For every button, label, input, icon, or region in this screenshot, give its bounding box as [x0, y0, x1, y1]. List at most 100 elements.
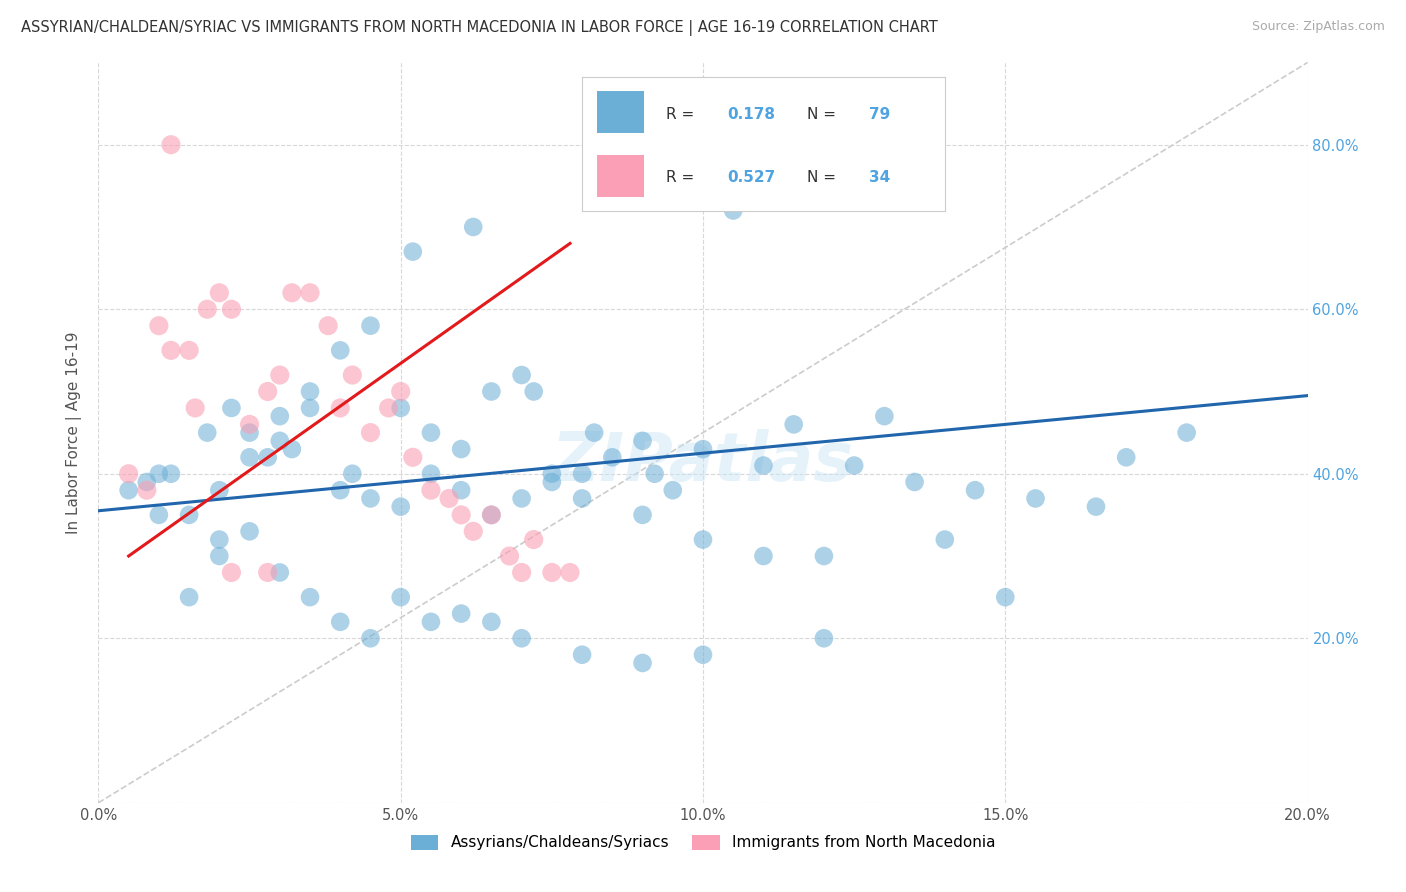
Point: [179, 508, 201, 522]
Point: [377, 401, 399, 415]
Text: Source: ZipAtlas.com: Source: ZipAtlas.com: [1251, 20, 1385, 33]
Point: [239, 425, 262, 440]
Point: [389, 590, 412, 604]
Legend: Assyrians/Chaldeans/Syriacs, Immigrants from North Macedonia: Assyrians/Chaldeans/Syriacs, Immigrants …: [404, 827, 1002, 858]
Point: [299, 401, 322, 415]
Point: [160, 137, 183, 152]
Point: [481, 615, 503, 629]
Point: [450, 483, 472, 498]
Point: [402, 244, 425, 259]
Point: [148, 508, 170, 522]
Point: [195, 302, 218, 317]
Point: [179, 590, 201, 604]
Point: [783, 417, 806, 432]
Point: [540, 467, 562, 481]
Point: [148, 467, 170, 481]
Point: [148, 318, 170, 333]
Point: [118, 483, 141, 498]
Point: [498, 549, 520, 563]
Point: [184, 401, 207, 415]
Text: ZIPatlas: ZIPatlas: [553, 429, 853, 495]
Point: [692, 533, 714, 547]
Point: [281, 442, 304, 456]
Point: [965, 483, 987, 498]
Point: [583, 425, 606, 440]
Point: [118, 467, 141, 481]
Point: [342, 368, 364, 382]
Point: [299, 285, 322, 300]
Point: [752, 458, 775, 473]
Point: [873, 409, 896, 424]
Point: [904, 475, 927, 489]
Point: [221, 401, 243, 415]
Point: [510, 491, 533, 506]
Point: [239, 524, 262, 539]
Point: [813, 632, 835, 646]
Point: [571, 491, 593, 506]
Point: [360, 632, 382, 646]
Point: [571, 648, 593, 662]
Point: [450, 442, 472, 456]
Point: [631, 508, 654, 522]
Point: [523, 533, 546, 547]
Point: [540, 475, 562, 489]
Point: [510, 632, 533, 646]
Point: [450, 508, 472, 522]
Point: [481, 508, 503, 522]
Point: [342, 467, 364, 481]
Point: [420, 425, 443, 440]
Point: [692, 648, 714, 662]
Point: [256, 384, 278, 399]
Point: [540, 566, 562, 580]
Point: [510, 566, 533, 580]
Point: [523, 384, 546, 399]
Point: [360, 425, 382, 440]
Point: [510, 368, 533, 382]
Point: [195, 425, 218, 440]
Point: [463, 219, 485, 234]
Point: [994, 590, 1017, 604]
Point: [160, 343, 183, 358]
Point: [631, 656, 654, 670]
Point: [437, 491, 460, 506]
Point: [1175, 425, 1198, 440]
Point: [299, 590, 322, 604]
Point: [208, 483, 231, 498]
Point: [661, 483, 683, 498]
Point: [269, 409, 291, 424]
Point: [558, 566, 581, 580]
Point: [752, 549, 775, 563]
Point: [256, 566, 278, 580]
Point: [481, 384, 503, 399]
Point: [239, 450, 262, 465]
Point: [329, 483, 352, 498]
Point: [269, 368, 291, 382]
Point: [934, 533, 956, 547]
Text: ASSYRIAN/CHALDEAN/SYRIAC VS IMMIGRANTS FROM NORTH MACEDONIA IN LABOR FORCE | AGE: ASSYRIAN/CHALDEAN/SYRIAC VS IMMIGRANTS F…: [21, 20, 938, 36]
Point: [256, 450, 278, 465]
Point: [1024, 491, 1046, 506]
Point: [135, 483, 157, 498]
Point: [221, 302, 243, 317]
Point: [463, 524, 485, 539]
Point: [329, 615, 352, 629]
Point: [692, 442, 714, 456]
Point: [269, 434, 291, 448]
Point: [1085, 500, 1108, 514]
Point: [389, 401, 412, 415]
Y-axis label: In Labor Force | Age 16-19: In Labor Force | Age 16-19: [66, 331, 83, 534]
Point: [481, 508, 503, 522]
Point: [813, 549, 835, 563]
Point: [208, 549, 231, 563]
Point: [450, 607, 472, 621]
Point: [329, 343, 352, 358]
Point: [208, 533, 231, 547]
Point: [402, 450, 425, 465]
Point: [1115, 450, 1137, 465]
Point: [179, 343, 201, 358]
Point: [389, 500, 412, 514]
Point: [135, 475, 157, 489]
Point: [208, 285, 231, 300]
Point: [723, 203, 745, 218]
Point: [360, 318, 382, 333]
